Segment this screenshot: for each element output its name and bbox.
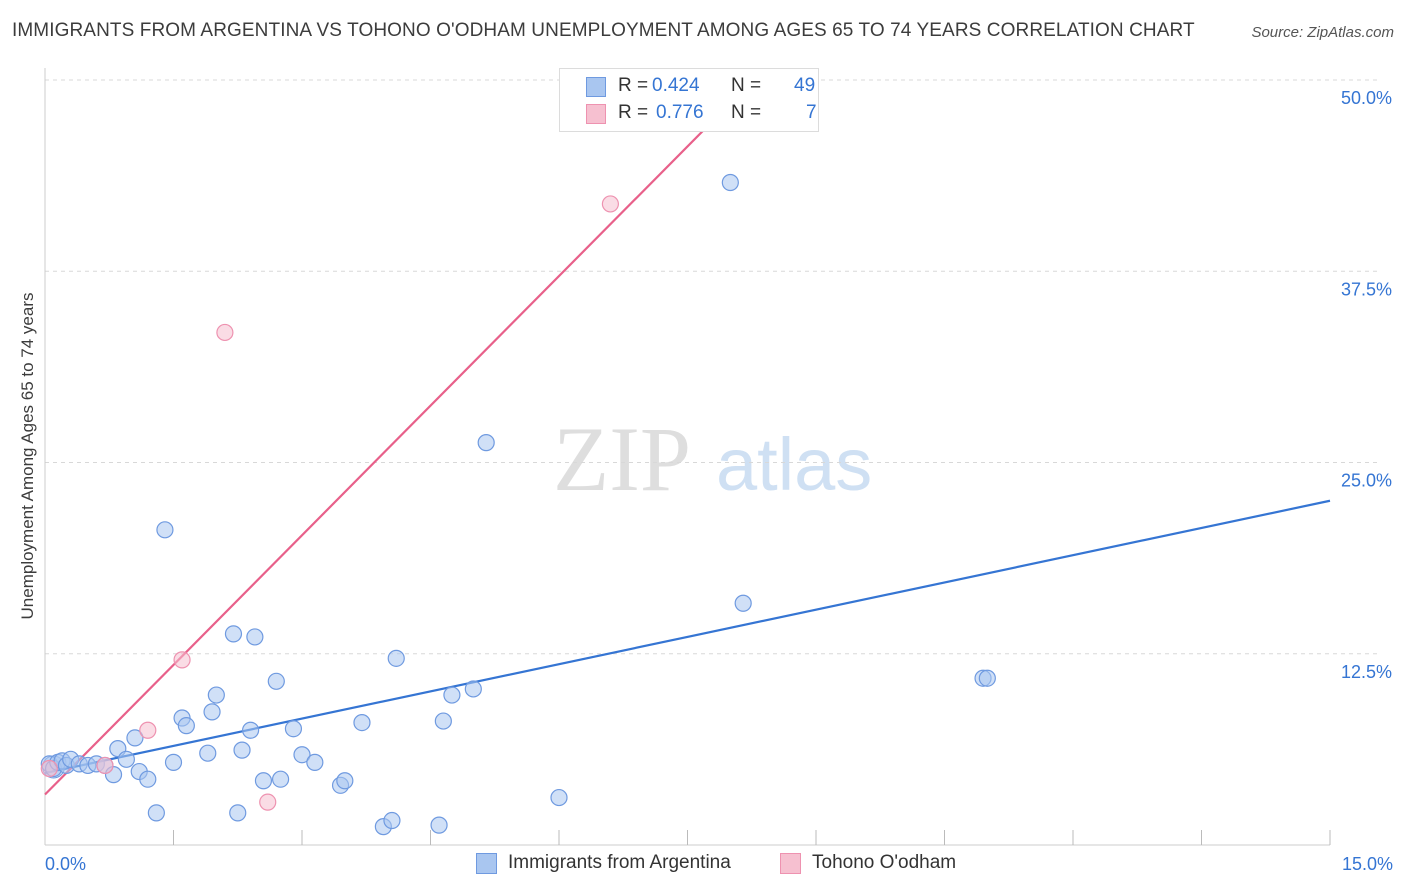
- y-tick-label: 37.5%: [1341, 279, 1392, 299]
- legend-swatch-pink: [586, 104, 606, 124]
- data-point: [126, 729, 144, 747]
- data-point: [601, 195, 620, 213]
- data-point: [430, 816, 448, 834]
- data-point: [139, 721, 157, 739]
- data-point: [242, 721, 260, 739]
- chart-title: IMMIGRANTS FROM ARGENTINA VS TOHONO O'OD…: [12, 20, 1195, 41]
- data-point: [233, 741, 251, 759]
- argentina-trend-line: [44, 499, 1331, 775]
- legend-r-label: R =: [618, 75, 649, 96]
- y-tick-label: 50.0%: [1341, 88, 1392, 108]
- data-point: [203, 703, 221, 721]
- x-tick-label: 0.0%: [45, 854, 86, 874]
- legend-n-value: 7: [806, 102, 817, 123]
- data-point: [173, 651, 191, 669]
- legend-r-value: 0.776: [656, 102, 704, 123]
- legend-swatch-pink: [780, 853, 801, 874]
- source-label: Source: ZipAtlas.com: [1251, 24, 1394, 41]
- data-point: [139, 770, 157, 788]
- correlation-legend: R = 0.424 N = 49 R = 0.776 N = 7: [559, 68, 819, 132]
- x-tick-label: 15.0%: [1342, 854, 1393, 874]
- data-point: [271, 770, 290, 788]
- data-point: [224, 625, 243, 643]
- legend-swatch-blue: [476, 853, 497, 874]
- data-point: [721, 173, 739, 192]
- data-point: [177, 717, 195, 735]
- data-point: [96, 756, 114, 775]
- legend-label-tohono: Tohono O'odham: [812, 852, 957, 873]
- y-tick-label: 25.0%: [1341, 471, 1392, 491]
- data-point: [978, 669, 996, 687]
- watermark-atlas: atlas: [716, 423, 872, 506]
- data-point: [216, 323, 234, 342]
- legend-n-label: N =: [731, 75, 762, 96]
- legend-n-value: 49: [794, 75, 816, 96]
- legend-r-value: 0.424: [652, 75, 700, 96]
- watermark-zip: ZIP: [553, 408, 691, 510]
- data-point: [434, 712, 452, 730]
- data-point: [259, 793, 277, 811]
- data-point: [464, 680, 482, 698]
- data-point: [293, 746, 311, 764]
- legend-r-label: R =: [618, 102, 649, 123]
- data-point: [383, 811, 401, 830]
- data-point: [477, 434, 495, 452]
- data-point: [734, 594, 752, 612]
- data-point: [246, 628, 264, 646]
- y-tick-label: 12.5%: [1341, 662, 1392, 682]
- data-point: [353, 713, 371, 732]
- data-point: [550, 788, 568, 807]
- tohono-trend-line: [44, 106, 727, 796]
- legend-n-label: N =: [731, 102, 762, 123]
- data-point: [164, 753, 183, 771]
- data-point: [207, 686, 225, 704]
- data-point: [147, 804, 165, 822]
- data-point: [284, 720, 303, 738]
- data-point: [229, 804, 247, 822]
- data-point: [40, 759, 58, 778]
- data-point: [254, 772, 273, 790]
- data-point: [306, 753, 324, 771]
- data-point: [267, 672, 285, 690]
- data-point: [199, 744, 217, 762]
- data-point: [156, 521, 174, 539]
- data-point: [387, 649, 405, 667]
- data-point: [117, 750, 135, 768]
- legend-swatch-blue: [586, 77, 606, 97]
- data-point: [443, 686, 461, 704]
- legend-label-argentina: Immigrants from Argentina: [508, 852, 731, 873]
- data-point: [336, 772, 354, 790]
